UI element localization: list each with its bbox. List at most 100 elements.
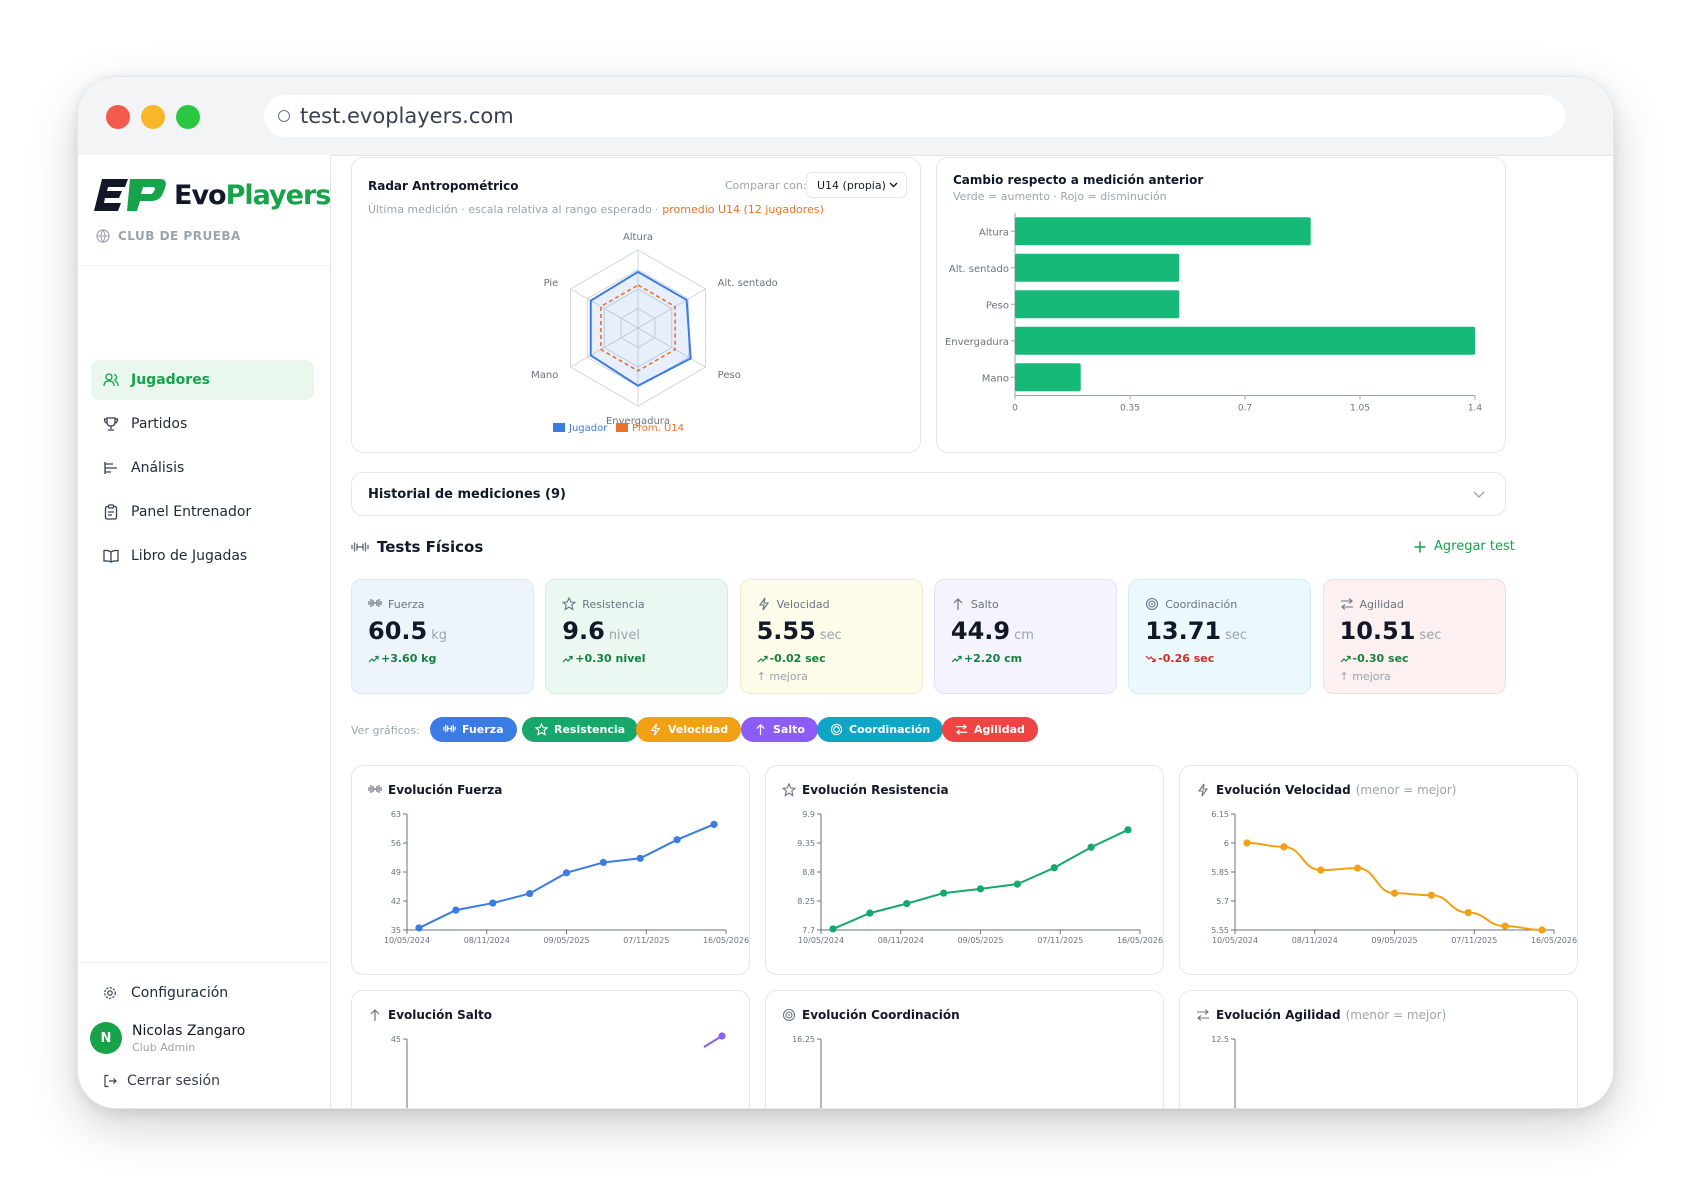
address-bar[interactable]: test.evoplayers.com (264, 95, 1565, 137)
metric-card-fuerza[interactable]: Fuerza 60.5 kg +3.60 kg (351, 579, 534, 694)
radar-axis-label: Altura (623, 232, 653, 243)
metric-card-salto[interactable]: Salto 44.9 cm +2.20 cm (933, 579, 1117, 694)
y-tick-label: 5.55 (1211, 926, 1229, 935)
data-point (1464, 909, 1472, 917)
data-point (866, 909, 874, 917)
metric-value: 44.9 cm (951, 617, 1034, 645)
chart-card-evolucion-velocidad: Evolución Velocidad (menor = mejor) 6.15 6 5… (1179, 765, 1578, 975)
bar-altura (1015, 217, 1311, 246)
y-tick-label: 9.35 (797, 839, 815, 848)
metric-label-text: Velocidad (776, 597, 830, 611)
x-tick-label: 07/11/2025 (1451, 936, 1497, 945)
sidebar-item-libro-de-jugadas[interactable]: Libro de Jugadas (91, 536, 314, 576)
chart-toggle-velocidad[interactable]: Velocidad (636, 717, 742, 742)
change-title: Cambio respecto a medición anterior (953, 173, 1204, 187)
metric-value-number: 13.71 (1145, 617, 1222, 645)
data-point (1317, 866, 1325, 874)
star-icon (782, 783, 796, 797)
dumbbell-icon (368, 599, 382, 607)
trend-up-icon (562, 655, 573, 662)
trend-up-icon (757, 655, 768, 662)
chart-toggle-label: Agilidad (974, 723, 1025, 736)
data-point (1013, 880, 1021, 888)
metric-label: Salto (951, 597, 999, 611)
metric-card-velocidad[interactable]: Velocidad 5.55 sec -0.02 sec ↑ mejora (739, 579, 923, 694)
x-tick-label: 07/11/2025 (1037, 936, 1083, 945)
chart-toggle-resistencia[interactable]: Resistencia (522, 717, 639, 742)
metric-delta-text: +0.30 nivel (575, 652, 646, 665)
add-test-button[interactable]: Agregar test (1414, 539, 1515, 554)
metric-card-coordinacin[interactable]: Coordinación 13.71 sec -0.26 sec (1128, 579, 1312, 694)
chart-card-evolucion-resistencia: Evolución Resistencia 9.9 9.35 8.8 8.25 7.7 10… (765, 765, 1164, 975)
logout-label: Cerrar sesión (127, 1073, 220, 1089)
sidebar-item-jugadores[interactable]: Jugadores (91, 360, 314, 400)
legend-label-jugador: Jugador (568, 423, 608, 434)
metric-label: Velocidad (757, 597, 830, 611)
minimize-window-button[interactable] (141, 105, 165, 129)
bar-x-tick-label: 0.35 (1120, 404, 1140, 414)
legend-label-prom-u14: Prom. U14 (632, 423, 684, 434)
analysis-icon (103, 460, 119, 476)
compare-select[interactable]: U14 (propia) (806, 172, 907, 198)
metric-unit: nivel (608, 628, 640, 643)
metric-card-agilidad[interactable]: Agilidad 10.51 sec -0.30 sec ↑ mejora (1322, 579, 1506, 694)
chart-card-evolucion-agilidad: Evolución Agilidad (menor = mejor) 12.5 (1179, 990, 1578, 1108)
sidebar-item-label: Libro de Jugadas (131, 548, 248, 564)
data-point (636, 854, 644, 862)
chart-title-text: Evolución Agilidad (1216, 1008, 1341, 1022)
metric-delta-text: -0.26 sec (1158, 652, 1215, 665)
radar-chart: Altura Alt. sentado Peso Envergadura Mano Pie… (531, 232, 778, 434)
data-point (710, 820, 718, 828)
dumbbell-icon (351, 542, 369, 552)
sidebar-item-partidos[interactable]: Partidos (91, 404, 314, 444)
metric-card-resistencia[interactable]: Resistencia 9.6 nivel +0.30 nivel (545, 579, 729, 694)
metric-unit: cm (1014, 628, 1034, 643)
chart-title: Evolución Agilidad (menor = mejor) (1196, 1008, 1446, 1022)
metric-delta: +2.20 cm (951, 652, 1022, 665)
user-profile[interactable]: N Nicolas Zangaro Club Admin (90, 1022, 245, 1054)
chart-toggle-agilidad[interactable]: Agilidad (942, 717, 1038, 742)
metric-value: 60.5 kg (368, 617, 447, 645)
bar-alt-sentado (1015, 253, 1180, 282)
data-point (1354, 864, 1362, 872)
data-point (489, 899, 497, 907)
data-point (1280, 843, 1288, 851)
sidebar-item-analisis[interactable]: Análisis (91, 448, 314, 488)
metric-unit: sec (819, 628, 842, 643)
metric-note-text: mejora (1352, 670, 1391, 683)
bar-mano (1015, 363, 1081, 392)
data-point (599, 858, 607, 867)
settings-link[interactable]: Configuración (103, 985, 228, 1001)
metric-note-text: mejora (769, 670, 808, 683)
chart-toggle-label: Salto (773, 723, 805, 736)
logout-button[interactable]: Cerrar sesión (103, 1073, 220, 1089)
chart-toggle-coordinacin[interactable]: Coordinación (817, 717, 944, 742)
close-window-button[interactable] (106, 105, 130, 129)
bar-x-tick-label: 0.7 (1238, 404, 1252, 414)
metric-delta: -0.26 sec (1145, 652, 1214, 665)
chevron-down-icon (1473, 491, 1485, 498)
maximize-window-button[interactable] (176, 105, 200, 129)
gear-icon (104, 987, 116, 999)
x-tick-label: 16/05/2026 (1531, 936, 1577, 945)
chart-toggle-label: Coordinación (849, 723, 931, 736)
sidebar-item-panel-entrenador[interactable]: Panel Entrenador (91, 492, 314, 532)
legend-swatch-jugador (553, 423, 565, 432)
bar-envergadura (1015, 326, 1475, 355)
chart-title-text: Evolución Coordinación (802, 1008, 960, 1022)
compare-select-value: U14 (propia) (817, 178, 886, 192)
chart-title: Evolución Coordinación (782, 1008, 965, 1022)
lightning-icon (650, 723, 661, 736)
x-tick-label: 09/05/2025 (1371, 936, 1417, 945)
brand-logo[interactable]: EvoPlayers (94, 173, 331, 217)
arrow-up-icon (756, 724, 765, 736)
target-icon (1146, 597, 1159, 611)
brand-name-evo: Evo (174, 179, 227, 211)
chart-title-text: Evolución Salto (388, 1008, 492, 1022)
chart-toggle-fuerza[interactable]: Fuerza (430, 717, 517, 742)
chart-toggle-salto[interactable]: Salto (741, 717, 818, 742)
target-icon (782, 1008, 796, 1022)
history-accordion[interactable]: Historial de mediciones (9) (351, 472, 1506, 516)
metric-value: 10.51 sec (1340, 617, 1442, 645)
sidebar-nav: Jugadores Partidos Análisis Panel Entren… (91, 360, 314, 580)
